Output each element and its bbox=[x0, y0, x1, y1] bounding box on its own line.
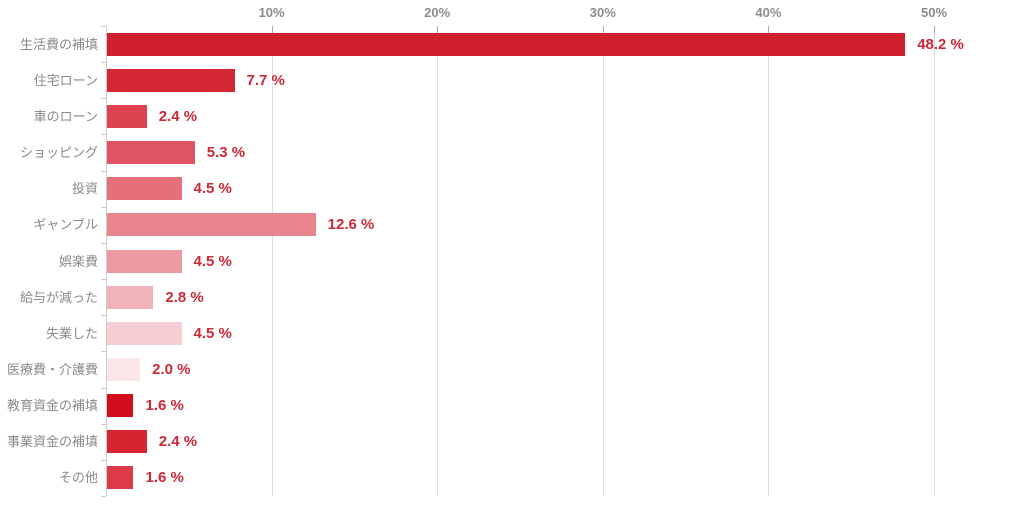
y-axis-tick bbox=[101, 62, 106, 64]
y-axis-tick bbox=[101, 170, 106, 172]
axis-tick bbox=[271, 26, 273, 34]
category-label: 医療費・介護費 bbox=[6, 361, 98, 377]
value-label: 2.8 % bbox=[165, 288, 204, 306]
y-axis-tick bbox=[101, 315, 106, 317]
value-label: 1.6 % bbox=[145, 397, 184, 415]
gridline bbox=[768, 26, 770, 496]
category-label: 給与が減った bbox=[19, 289, 98, 305]
bar bbox=[107, 285, 154, 309]
x-axis-tick-label: 30% bbox=[589, 5, 616, 20]
gridline bbox=[271, 26, 273, 496]
gridline bbox=[934, 26, 935, 496]
category-label: 失業した bbox=[45, 325, 98, 341]
category-label: 教育資金の補填 bbox=[6, 398, 98, 414]
bar bbox=[107, 213, 316, 237]
axis-tick bbox=[934, 26, 935, 34]
category-label: ショッピング bbox=[19, 145, 98, 161]
y-axis-tick bbox=[101, 134, 106, 136]
y-axis-tick bbox=[101, 351, 106, 353]
y-axis-tick bbox=[101, 387, 106, 389]
category-label: 住宅ローン bbox=[33, 72, 98, 88]
x-axis-tick-label: 40% bbox=[755, 5, 782, 20]
value-label: 2.4 % bbox=[158, 433, 198, 451]
y-axis-tick bbox=[101, 206, 106, 208]
bar bbox=[107, 141, 195, 165]
value-label: 5.3 % bbox=[206, 144, 246, 162]
value-label: 4.5 % bbox=[193, 252, 232, 270]
bar bbox=[107, 177, 182, 201]
bar bbox=[107, 466, 134, 490]
gridline bbox=[437, 26, 439, 496]
axis-tick bbox=[602, 26, 604, 34]
value-label: 12.6 % bbox=[327, 216, 375, 234]
y-axis-line bbox=[106, 26, 107, 496]
bar bbox=[107, 104, 147, 128]
category-label: その他 bbox=[58, 470, 98, 486]
y-axis-tick bbox=[101, 496, 106, 497]
bar bbox=[107, 68, 235, 92]
axis-tick bbox=[437, 26, 439, 34]
value-label: 2.4 % bbox=[158, 107, 198, 125]
axis-tick bbox=[768, 26, 770, 34]
bar bbox=[107, 32, 906, 56]
bar bbox=[107, 321, 182, 345]
x-axis-tick-label: 10% bbox=[258, 5, 285, 20]
value-label: 1.6 % bbox=[145, 469, 184, 487]
category-label: 車のローン bbox=[33, 108, 98, 124]
y-axis-tick bbox=[101, 242, 106, 244]
value-label: 2.0 % bbox=[152, 360, 191, 378]
gridline bbox=[602, 26, 604, 496]
value-label: 48.2 % bbox=[917, 35, 964, 53]
category-label: 投資 bbox=[71, 181, 98, 197]
y-axis-tick bbox=[101, 98, 106, 100]
x-axis-tick-label: 20% bbox=[424, 5, 451, 20]
value-label: 7.7 % bbox=[246, 71, 285, 89]
bar bbox=[107, 249, 182, 273]
category-label: ギャンブル bbox=[33, 217, 98, 233]
y-axis-tick bbox=[101, 459, 106, 461]
bar bbox=[107, 394, 134, 418]
bar bbox=[107, 430, 147, 454]
value-label: 4.5 % bbox=[193, 324, 232, 342]
y-axis-tick bbox=[101, 26, 106, 27]
bar bbox=[107, 357, 141, 381]
category-label: 娯楽費 bbox=[58, 253, 98, 269]
x-axis-tick-label: 50% bbox=[920, 5, 948, 20]
y-axis-tick bbox=[101, 279, 106, 281]
value-label: 4.5 % bbox=[193, 180, 232, 198]
category-label: 事業資金の補填 bbox=[6, 434, 98, 450]
category-label: 生活費の補填 bbox=[19, 36, 98, 52]
y-axis-tick bbox=[101, 423, 106, 425]
